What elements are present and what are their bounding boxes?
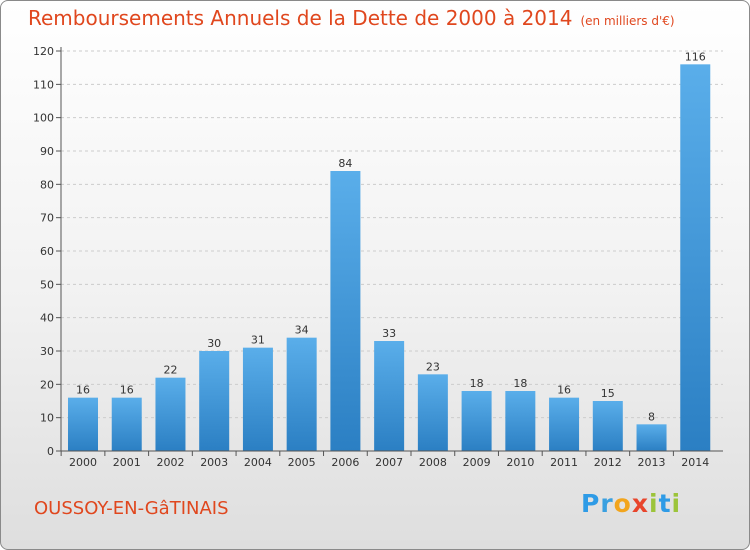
bar-2000: [68, 397, 98, 451]
bar-2007: [374, 341, 405, 451]
y-tick-label: 90: [40, 145, 54, 158]
bar-value-label: 84: [338, 157, 352, 170]
x-tick-label: 2014: [681, 456, 709, 469]
x-tick-label: 2002: [156, 456, 184, 469]
bar-value-label: 16: [120, 384, 134, 397]
bar-value-label: 31: [251, 334, 265, 347]
bar-2002: [155, 377, 186, 451]
x-tick-label: 2008: [419, 456, 447, 469]
city-name: OUSSOY-EN-GâTINAIS: [34, 498, 229, 519]
bar-2008: [417, 374, 448, 451]
bar-2010: [505, 391, 536, 451]
y-tick-label: 80: [40, 178, 54, 191]
y-tick-label: 100: [33, 112, 54, 125]
x-axis: 2000 2001 2002 2003 2004 2005 2006 2007 2008 2009…: [60, 450, 723, 469]
bar-2003: [199, 351, 230, 451]
bar-2011: [549, 397, 580, 451]
bar-2014: [680, 64, 711, 452]
x-tick-label: 2007: [375, 456, 403, 469]
bar-value-label: 18: [470, 377, 484, 390]
x-tick-label: 2013: [638, 456, 666, 469]
bar-value-label: 16: [76, 384, 90, 397]
bar-2005: [286, 337, 317, 451]
bar-value-label: 30: [207, 337, 221, 350]
y-tick-label: 110: [33, 78, 54, 91]
x-tick-label: 2004: [244, 456, 272, 469]
bar-value-label: 116: [685, 50, 706, 63]
bar-2013: [636, 424, 667, 451]
y-tick-label: 120: [33, 45, 54, 58]
bar-2006: [330, 171, 361, 451]
bar-value-label: 33: [382, 327, 396, 340]
y-tick-label: 30: [40, 345, 54, 358]
bar-2001: [111, 397, 142, 451]
x-tick-label: 2005: [288, 456, 316, 469]
bar-value-label: 22: [163, 364, 177, 377]
y-tick-label: 50: [40, 278, 54, 291]
bars: 16 16 22 30 31 34 84 33 23 18 18 16 15 8 116: [68, 50, 711, 452]
x-tick-label: 2000: [69, 456, 97, 469]
x-tick-label: 2001: [113, 456, 141, 469]
x-tick-label: 2003: [200, 456, 228, 469]
x-tick-label: 2010: [506, 456, 534, 469]
x-tick-label: 2006: [331, 456, 359, 469]
chart-title: Remboursements Annuels de la Dette de 20…: [28, 6, 675, 30]
bar-value-label: 18: [513, 377, 527, 390]
bar-value-label: 16: [557, 384, 571, 397]
y-tick-label: 70: [40, 212, 54, 225]
y-axis: 0 10 20 30 40 50 60 70 80 90 100 110 120: [33, 45, 62, 458]
bar-value-label: 8: [648, 410, 655, 423]
y-tick-label: 40: [40, 312, 54, 325]
bar-2012: [592, 401, 623, 451]
y-tick-label: 20: [40, 378, 54, 391]
y-tick-label: 60: [40, 245, 54, 258]
bar-value-label: 15: [601, 387, 615, 400]
chart-subtitle: (en milliers d'€): [580, 14, 675, 28]
bar-value-label: 34: [295, 324, 309, 337]
y-tick-label: 0: [47, 445, 54, 458]
x-tick-label: 2012: [594, 456, 622, 469]
bar-2009: [461, 391, 492, 451]
x-tick-label: 2009: [463, 456, 491, 469]
bar-2004: [242, 347, 273, 451]
bar-value-label: 23: [426, 360, 440, 373]
y-tick-label: 10: [40, 412, 54, 425]
chart-title-text: Remboursements Annuels de la Dette de 20…: [28, 6, 573, 30]
x-tick-label: 2011: [550, 456, 578, 469]
proxiti-logo: Proxiti: [581, 489, 682, 518]
